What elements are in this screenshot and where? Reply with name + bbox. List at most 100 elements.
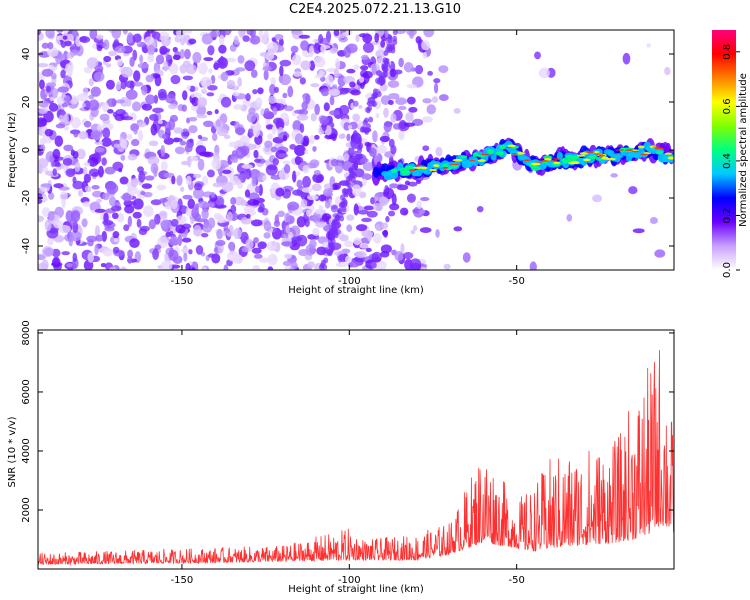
- spectrogram-noise-cell: [287, 231, 294, 240]
- spectrogram-noise-cell: [101, 137, 112, 147]
- spectrogram-noise-cell: [403, 252, 414, 260]
- spectrogram-noise-cell: [207, 253, 216, 258]
- spectrogram-noise-cell: [125, 89, 138, 100]
- spectrogram-noise-cell: [269, 245, 276, 251]
- spectrogram-noise-cell: [319, 115, 330, 126]
- spectrogram-noise-cell: [171, 200, 178, 210]
- spectrogram-noise-cell: [90, 86, 101, 97]
- spectrogram-streak-cell: [376, 91, 382, 98]
- spectrogram-noise-cell: [95, 234, 104, 242]
- spectrogram-noise-cell: [206, 92, 215, 97]
- spectrogram-noise-cell: [154, 74, 162, 87]
- spectrogram-noise-cell: [132, 211, 142, 219]
- spectrogram-noise-cell: [529, 261, 537, 270]
- spectrogram-noise-cell: [41, 196, 48, 202]
- spectrogram-noise-cell: [298, 34, 311, 39]
- spectrogram-noise-cell: [214, 109, 219, 115]
- colorbar-strip: [712, 30, 736, 270]
- spectrogram-noise-cell: [233, 104, 244, 110]
- spectrogram-noise-cell: [51, 257, 61, 268]
- spectrogram-noise-cell: [291, 54, 302, 66]
- spectrogram-noise-cell: [93, 71, 105, 82]
- spectrogram-streak-cell: [352, 172, 358, 179]
- spectrogram-noise-cell: [422, 145, 430, 152]
- spectrogram-noise-cell: [155, 54, 165, 65]
- spectrogram-noise-cell: [102, 219, 114, 226]
- spectrogram-noise-cell: [46, 85, 51, 93]
- spectrogram-noise-cell: [41, 246, 54, 258]
- spectrogram-noise-cell: [197, 96, 208, 108]
- spectrogram-noise-cell: [38, 193, 44, 205]
- spectrogram-noise-cell: [273, 220, 281, 227]
- spectrogram-noise-cell: [359, 242, 369, 249]
- spectrogram-noise-cell: [265, 124, 274, 130]
- spectrogram-streak-cell: [328, 246, 334, 253]
- spectrogram-noise-cell: [207, 45, 215, 56]
- spectrogram-noise-cell: [415, 64, 424, 75]
- spectrogram-noise-cell: [147, 44, 155, 56]
- spectrogram-noise-cell: [41, 68, 54, 77]
- y-tick-label: 6000: [21, 379, 32, 404]
- spectrogram-noise-cell: [220, 96, 232, 108]
- spectrogram-noise-cell: [385, 215, 390, 223]
- spectrogram-noise-cell: [649, 216, 658, 225]
- spectrogram-noise-cell: [244, 189, 251, 198]
- spectrogram-noise-cell: [389, 183, 399, 189]
- spectrogram-noise-cell: [83, 162, 91, 167]
- spectrogram-noise-cell: [130, 200, 137, 206]
- spectrogram-noise-cell: [274, 33, 284, 41]
- spectrogram-noise-cell: [307, 261, 316, 269]
- spectrogram-noise-cell: [310, 113, 317, 122]
- spectrogram-noise-cell: [188, 249, 193, 255]
- spectrogram-noise-cell: [172, 46, 178, 53]
- spectrogram-noise-cell: [291, 236, 303, 242]
- spectrogram-noise-cell: [443, 263, 451, 270]
- spectrogram-noise-cell: [300, 40, 309, 51]
- spectrogram-noise-cell: [173, 137, 183, 143]
- spectrogram-noise-cell: [282, 92, 288, 99]
- spectrogram-track-cell: [499, 144, 507, 150]
- spectrogram-noise-cell: [294, 156, 304, 164]
- spectrogram-noise-cell: [156, 184, 167, 191]
- spectrogram-noise-cell: [302, 164, 310, 174]
- spectrogram-noise-cell: [300, 198, 308, 208]
- spectrogram-noise-cell: [193, 183, 203, 191]
- spectrogram-noise-cell: [229, 44, 237, 52]
- spectrogram-noise-cell: [69, 230, 82, 242]
- spectrogram-track-cell: [585, 151, 595, 153]
- spectrogram-noise-cell: [212, 132, 218, 142]
- spectrogram-noise-cell: [352, 100, 359, 107]
- spectrogram-streak-cell: [387, 37, 393, 44]
- spectrogram-noise-cell: [91, 190, 103, 198]
- spectrogram-noise-cell: [175, 224, 186, 234]
- spectrogram-track-cell: [556, 151, 563, 161]
- spectrogram-noise-cell: [54, 135, 64, 147]
- spectrogram-noise-cell: [270, 77, 276, 87]
- spectrogram-track-cell: [550, 160, 558, 162]
- spectrogram-noise-cell: [308, 45, 314, 58]
- spectrogram-noise-cell: [53, 183, 64, 189]
- spectrogram-track-cell: [637, 145, 645, 149]
- spectrogram-noise-cell: [202, 223, 213, 233]
- spectrogram-streak-cell: [392, 35, 398, 42]
- spectrogram-noise-cell: [296, 216, 306, 228]
- spectrogram-noise-cell: [55, 162, 62, 168]
- spectrogram-track-cell: [477, 159, 486, 162]
- spectrogram-noise-cell: [270, 146, 278, 153]
- spectrogram-noise-cell: [48, 102, 59, 112]
- spectrogram-noise-cell: [534, 51, 541, 60]
- spectrogram-streak-cell: [356, 137, 362, 144]
- spectrogram-x-ticks: -150 -100 -50: [171, 30, 525, 287]
- spectrogram-noise-cell: [330, 158, 339, 167]
- spectrogram-noise-cell: [330, 204, 339, 213]
- spectrogram-noise-cell: [433, 78, 441, 84]
- spectrogram-noise-cell: [210, 191, 215, 198]
- spectrogram-noise-cell: [241, 164, 253, 169]
- spectrogram-noise-cell: [302, 135, 310, 147]
- spectrogram-noise-cell: [292, 189, 303, 196]
- spectrogram-noise-cell: [191, 207, 199, 219]
- spectrogram-noise-cell: [252, 264, 261, 270]
- spectrogram-noise-cell: [112, 246, 120, 254]
- spectrogram-noise-cell: [160, 260, 173, 270]
- spectrogram-noise-cell: [324, 200, 331, 209]
